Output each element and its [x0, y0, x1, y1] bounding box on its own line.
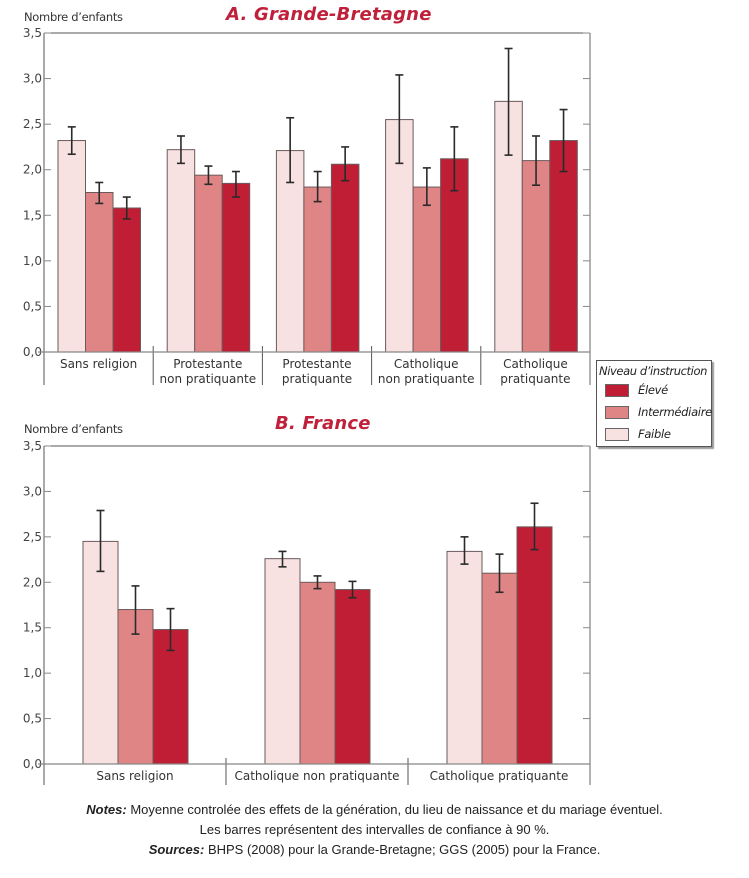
chart-b-ytick-label: 2,5 [23, 530, 42, 544]
chart-a-category-label: non pratiquante [160, 372, 257, 386]
chart-a-category-label: pratiquante [500, 372, 570, 386]
chart-b-category-label: Catholique pratiquante [430, 769, 569, 783]
legend-item-eleve: Élevé [605, 383, 668, 397]
chart-b-bar-eleve [334, 589, 371, 765]
legend-label-faible: Faible [638, 427, 671, 441]
chart-b-bar-faible [446, 550, 483, 765]
chart-a-grande-bretagne: 0,0 0,5 1,0 1,5 2,0 2,5 3,0 3,5 Sans religion Pro… [23, 26, 591, 386]
chart-a-ytick-label: 1,0 [23, 254, 42, 268]
chart-b-ytick-label: 3,5 [23, 439, 42, 453]
sources-text: BHPS (2008) pour la Grande-Bretagne; GGS… [204, 842, 601, 857]
chart-b-ytick-label: 0,0 [23, 757, 42, 771]
chart-a-bar-eleve [330, 163, 360, 353]
chart-a-bar-intermediaire [194, 174, 223, 353]
legend: Niveau d’instruction Élevé Intermédiaire… [596, 360, 712, 447]
notes-line-1: Notes: Moyenne controlée des effets de l… [0, 800, 749, 820]
legend-item-intermediaire: Intermédiaire [605, 405, 712, 419]
chart-b-ytick-label: 0,5 [23, 712, 42, 726]
chart-b-ytick-label: 1,0 [23, 666, 42, 680]
chart-a-ytick-label: 3,5 [23, 26, 42, 40]
chart-a-title: A. Grande-Bretagne [226, 4, 432, 25]
chart-b-y-axis-label: Nombre d’enfants [24, 422, 123, 436]
chart-b-ytick-label: 3,0 [23, 484, 42, 498]
chart-b-bar-eleve [516, 526, 553, 765]
chart-a-bar-eleve [221, 182, 251, 353]
sources-label: Sources: [148, 842, 205, 857]
chart-a-ytick-label: 1,5 [23, 208, 42, 222]
chart-a-ytick-label: 0,5 [23, 299, 42, 313]
notes-block: Notes: Moyenne controlée des effets de l… [0, 800, 749, 860]
chart-b-bar-faible [264, 558, 301, 765]
chart-b-france: 0,0 0,5 1,0 1,5 2,0 2,5 3,0 3,5 Sans religion Cat… [23, 439, 591, 785]
legend-swatch-faible [605, 427, 629, 441]
chart-a-bar-intermediaire [303, 186, 332, 353]
chart-a-y-axis-label: Nombre d’enfants [24, 10, 123, 24]
chart-a-category-label: non pratiquante [378, 372, 475, 386]
chart-a-bar-faible [57, 140, 86, 353]
legend-label-eleve: Élevé [638, 383, 668, 397]
sources-line: Sources: BHPS (2008) pour la Grande-Bret… [0, 840, 749, 860]
chart-a-category-label: Protestante [173, 357, 242, 371]
chart-a-bar-faible [275, 150, 305, 353]
chart-a-bar-intermediaire [521, 160, 551, 353]
notes-label: Notes: [86, 802, 127, 817]
legend-item-faible: Faible [605, 427, 671, 441]
notes-line-2: Les barres représentent des intervalles … [199, 822, 550, 837]
legend-label-intermediaire: Intermédiaire [638, 405, 712, 419]
chart-b-category-label: Catholique non pratiquante [234, 769, 399, 783]
chart-a-category-label: Sans religion [60, 357, 137, 371]
notes-text: Moyenne controlée des effets de la génér… [126, 802, 663, 817]
legend-swatch-intermediaire [605, 405, 629, 419]
chart-a-ytick-label: 0,0 [23, 345, 42, 359]
chart-a-ytick-label: 2,5 [23, 117, 42, 131]
chart-a-category-label: Catholique [394, 357, 459, 371]
chart-b-title: B. France [275, 413, 371, 434]
legend-title: Niveau d’instruction [599, 364, 707, 378]
chart-a-ytick-label: 3,0 [23, 72, 42, 86]
chart-a-bar-intermediaire [412, 186, 442, 353]
chart-b-ytick-label: 1,5 [23, 621, 42, 635]
legend-swatch-eleve [605, 383, 629, 397]
chart-b-bar-eleve [152, 629, 189, 765]
chart-a-category-label: Catholique [503, 357, 568, 371]
chart-b-category-label: Sans religion [96, 769, 173, 783]
chart-b-bar-intermediaire [299, 581, 336, 765]
chart-a-bar-eleve [112, 207, 141, 353]
chart-a-ytick-label: 2,0 [23, 163, 42, 177]
chart-b-bar-faible [82, 540, 119, 765]
chart-a-category-label: pratiquante [282, 372, 352, 386]
chart-a-category-label: Protestante [282, 357, 351, 371]
chart-b-ytick-label: 2,0 [23, 575, 42, 589]
chart-b-bar-intermediaire [481, 572, 518, 765]
